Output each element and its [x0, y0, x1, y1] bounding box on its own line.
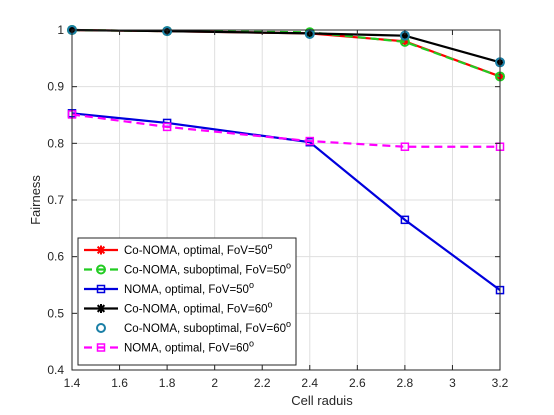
legend-label: Co-NOMA, optimal, FoV=50o	[124, 241, 273, 257]
x-tick-label: 1.4	[64, 376, 81, 390]
square-marker	[400, 142, 410, 151]
x-tick-label: 2.6	[349, 376, 366, 390]
legend-entry: NOMA, optimal, FoV=50o	[84, 280, 254, 296]
x-axis-label: Cell raduis	[291, 393, 353, 408]
asterisk-marker	[96, 245, 106, 255]
x-tick-label: 2.4	[301, 376, 318, 390]
series-line	[71, 113, 500, 148]
legend-label: NOMA, optimal, FoV=50o	[124, 280, 254, 296]
legend-box	[77, 237, 297, 366]
asterisk-marker	[96, 304, 106, 313]
y-tick-label: 0.4	[47, 363, 64, 377]
legend-entry: NOMA, optimal, FoV=60o	[84, 339, 254, 355]
x-tick-label: 2	[211, 376, 218, 390]
legend-label: Co-NOMA, suboptimal, FoV=60o	[124, 319, 291, 335]
legend-entry: Co-NOMA, optimal, FoV=50o	[84, 241, 273, 257]
y-tick-label: 0.9	[47, 80, 64, 94]
y-tick-label: 1	[57, 23, 64, 37]
circle-marker	[96, 264, 106, 275]
x-tick-label: 2.2	[254, 376, 271, 390]
y-axis-label: Fairness	[28, 175, 43, 225]
legend-label: Co-NOMA, optimal, FoV=60o	[124, 300, 273, 316]
y-tick-label: 0.7	[47, 193, 64, 207]
legend: Co-NOMA, optimal, FoV=50o Co-NOMA, subopt…	[77, 237, 297, 366]
series-line	[71, 112, 501, 291]
square-marker	[96, 284, 106, 294]
x-tick-label: 3	[449, 376, 456, 390]
square-marker	[305, 136, 315, 146]
circle-marker	[96, 323, 106, 333]
circle-marker	[162, 26, 173, 37]
legend-entry: Co-NOMA, suboptimal, FoV=60o	[96, 319, 291, 335]
axes-box	[71, 29, 501, 371]
legend-label: NOMA, optimal, FoV=60o	[124, 339, 254, 355]
legend-label: Co-NOMA, suboptimal, FoV=50o	[124, 261, 291, 277]
square-marker	[162, 122, 172, 132]
x-tick-label: 1.6	[111, 376, 128, 390]
y-tick-label: 0.5	[47, 306, 64, 320]
legend-entry: Co-NOMA, suboptimal, FoV=50o	[84, 261, 291, 277]
y-tick-label: 0.6	[47, 250, 64, 264]
square-marker	[96, 343, 106, 352]
y-tick-label: 0.8	[47, 136, 64, 150]
axes: 1.4 1.6 1.8 2 2.2 2.4 2.6 2.8 3 3.2 0.4 0.5 0.6 0.7 0.…	[47, 23, 508, 390]
x-tick-label: 2.8	[397, 376, 414, 390]
square-marker	[400, 215, 410, 225]
legend-entry: Co-NOMA, optimal, FoV=60o	[84, 300, 273, 316]
x-tick-label: 3.2	[492, 376, 509, 390]
x-tick-label: 1.8	[159, 376, 176, 390]
